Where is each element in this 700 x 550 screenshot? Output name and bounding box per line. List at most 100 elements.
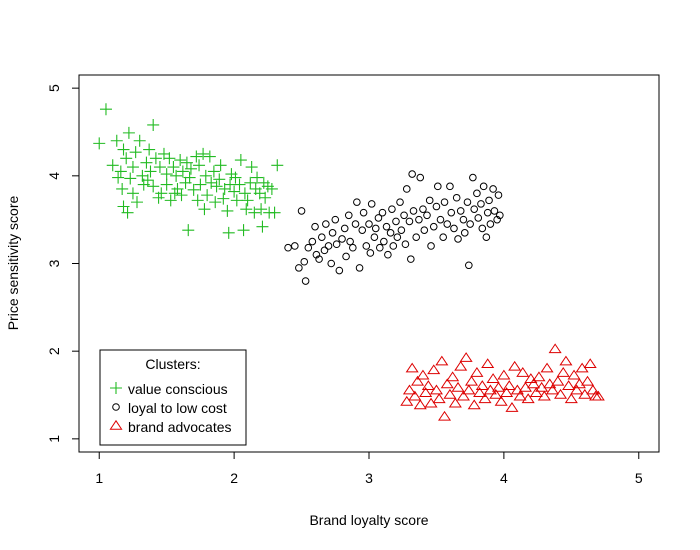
data-point: [540, 362, 554, 373]
data-point: [401, 240, 410, 249]
data-point: [378, 208, 387, 217]
data-point: [469, 173, 477, 182]
data-point: [171, 182, 184, 195]
data-point: [217, 192, 230, 205]
data-point: [411, 375, 425, 386]
data-point: [427, 242, 435, 250]
data-point: [400, 395, 414, 406]
data-point: [556, 366, 570, 377]
data-point: [423, 211, 431, 220]
data-point: [160, 178, 173, 191]
data-point: [478, 224, 487, 233]
data-point: [153, 161, 166, 174]
data-point: [233, 178, 246, 191]
data-point: [205, 176, 218, 189]
data-point: [120, 152, 133, 165]
legend-label: brand advocates: [128, 419, 232, 435]
data-point: [374, 214, 383, 222]
data-point: [210, 180, 223, 193]
data-point: [482, 233, 491, 241]
data-point: [129, 146, 142, 159]
data-point: [351, 220, 360, 228]
data-point: [121, 206, 134, 219]
data-point: [191, 194, 204, 207]
data-point: [559, 355, 573, 366]
series-loyal-to-low-cost: [284, 170, 504, 285]
data-points: [93, 103, 605, 421]
data-point: [425, 196, 434, 205]
data-point: [518, 381, 532, 392]
data-point: [448, 397, 462, 408]
y-axis: 1 2 3 4 5: [46, 84, 80, 443]
data-point: [427, 364, 441, 375]
data-point: [244, 176, 257, 189]
data-point: [124, 172, 137, 185]
data-point: [342, 252, 350, 261]
data-point: [164, 194, 177, 207]
data-point: [438, 410, 452, 421]
data-point: [452, 193, 461, 202]
data-point: [527, 378, 541, 389]
data-point: [580, 375, 595, 386]
data-point: [537, 390, 551, 401]
data-point: [483, 208, 492, 217]
data-point: [416, 369, 430, 380]
data-point: [505, 402, 519, 412]
data-point: [545, 384, 559, 395]
data-point: [450, 224, 458, 233]
data-point: [497, 369, 511, 380]
data-point: [392, 217, 400, 226]
data-point: [464, 375, 479, 386]
data-point: [513, 390, 527, 401]
data-point: [122, 126, 135, 139]
data-point: [465, 261, 473, 270]
data-point: [193, 159, 206, 172]
legend-item: value conscious: [110, 381, 228, 397]
data-point: [371, 224, 380, 233]
data-point: [240, 203, 253, 216]
data-point: [230, 194, 243, 207]
x-axis: 1 2 3 4 5: [95, 451, 643, 486]
data-point: [228, 185, 241, 198]
data-point: [190, 150, 203, 163]
data-point: [221, 204, 234, 217]
data-point: [322, 220, 330, 228]
data-point: [320, 246, 329, 255]
legend-label: loyal to low cost: [128, 400, 227, 416]
data-point: [500, 387, 514, 397]
data-point: [432, 393, 446, 404]
series-brand-advocates: [400, 343, 605, 421]
data-point: [386, 229, 395, 237]
y-tick-label: 1: [46, 435, 62, 443]
data-point: [440, 198, 449, 206]
x-tick-label: 1: [95, 470, 103, 486]
data-point: [420, 226, 429, 234]
legend-marker-circle: [112, 403, 120, 411]
data-point: [238, 187, 251, 200]
data-point: [481, 358, 495, 369]
data-point: [562, 380, 576, 390]
x-tick-label: 5: [635, 470, 643, 486]
data-point: [117, 200, 130, 213]
data-point: [412, 233, 421, 241]
data-point: [295, 264, 303, 272]
data-point: [435, 355, 449, 366]
data-point: [93, 137, 106, 150]
data-point: [475, 380, 489, 390]
data-point: [407, 255, 415, 263]
data-point: [478, 393, 492, 404]
data-point: [451, 381, 465, 392]
data-point: [570, 384, 584, 395]
data-point: [494, 191, 503, 199]
x-axis-label: Brand loyalty score: [309, 512, 428, 528]
data-point: [133, 134, 146, 147]
data-point: [419, 205, 427, 213]
data-point: [454, 360, 468, 371]
data-point: [460, 229, 469, 237]
data-point: [234, 154, 247, 167]
data-point: [245, 161, 258, 174]
legend-label: value conscious: [128, 381, 228, 397]
data-point: [284, 243, 292, 252]
data-point: [209, 196, 222, 209]
legend-item: loyal to low cost: [112, 400, 227, 416]
